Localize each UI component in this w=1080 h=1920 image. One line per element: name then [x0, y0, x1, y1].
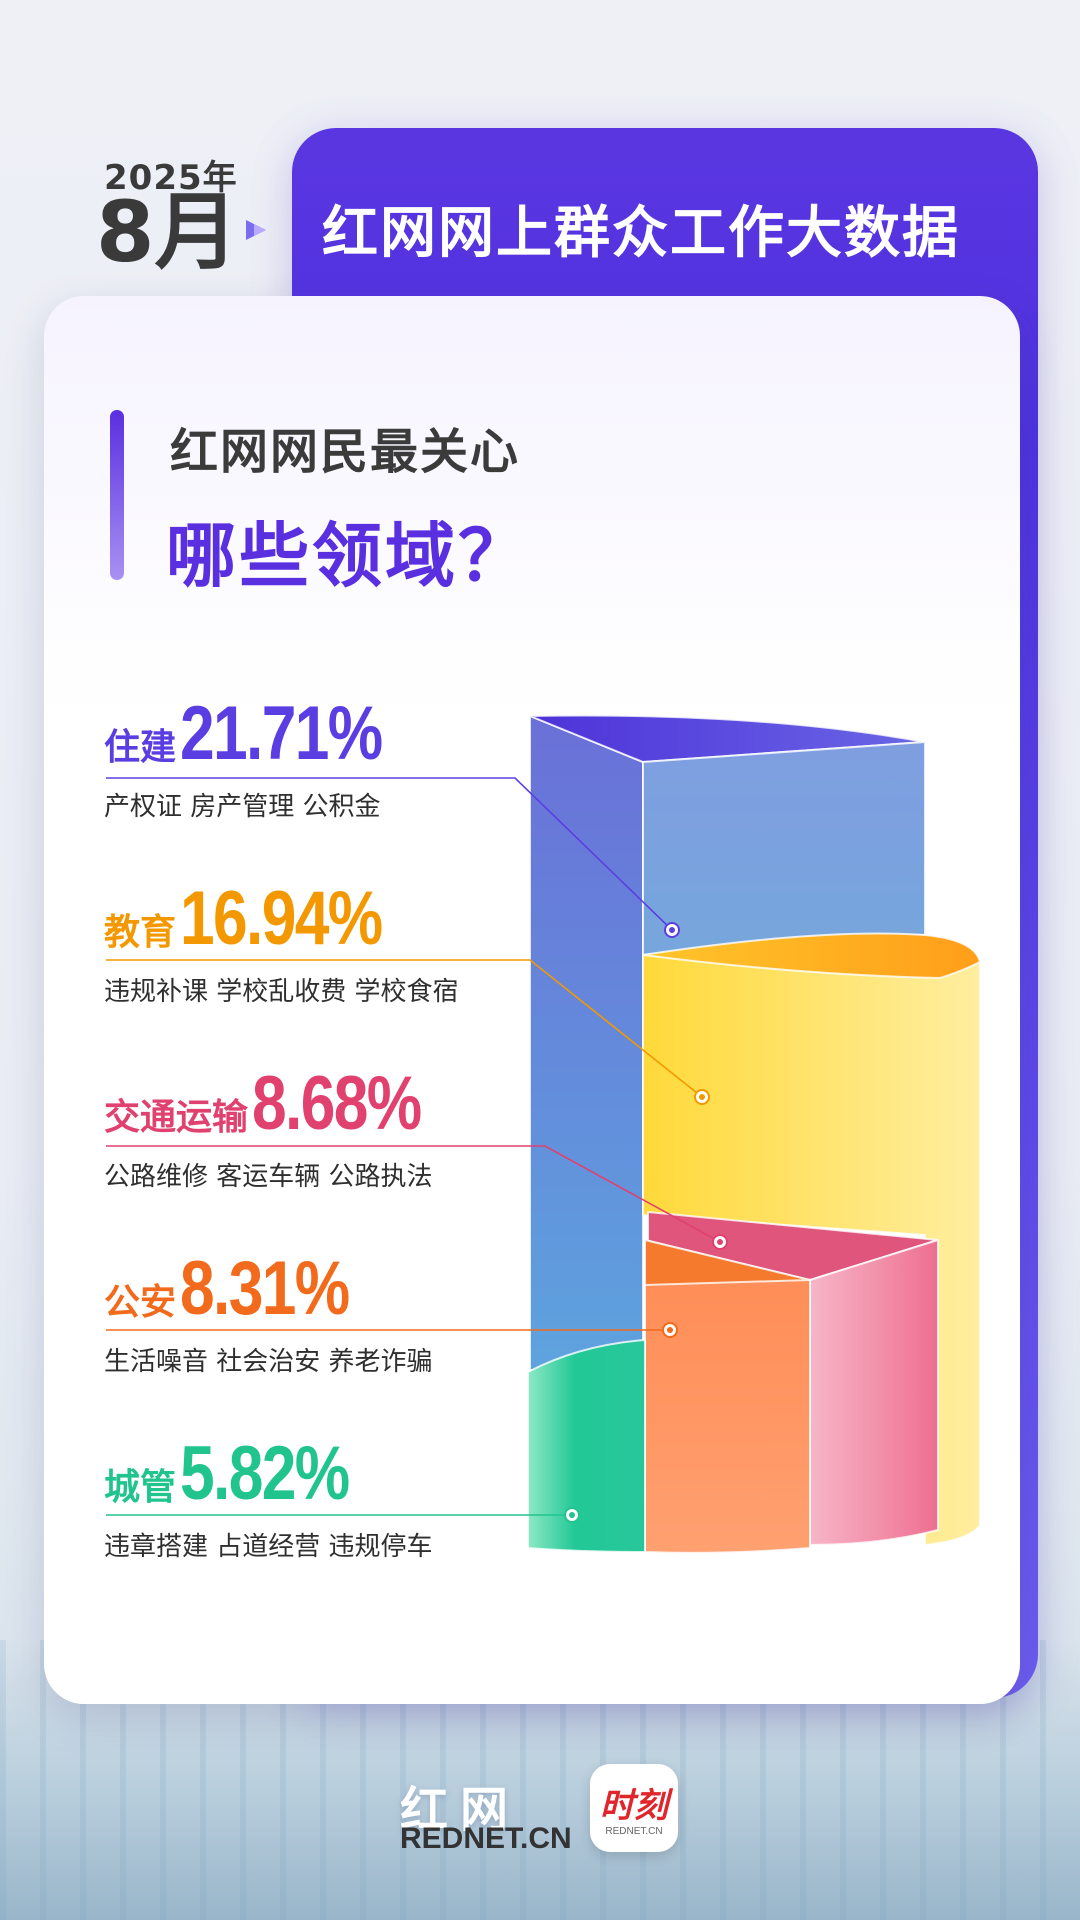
leader-dot-center: [667, 1327, 673, 1333]
category-name: 城管: [104, 1467, 177, 1508]
leader-dot-center: [699, 1094, 705, 1100]
rednet-url: REDNET.CN: [400, 1822, 572, 1855]
category-name: 交通运输: [104, 1097, 249, 1138]
category-topics: 违章搭建 占道经营 违规停车: [104, 1532, 433, 1562]
page-title: 红网网上群众工作大数据: [322, 201, 960, 266]
question-accent-bar: [110, 410, 124, 580]
category-percentage: 21.71%: [180, 691, 383, 776]
bar-chengguan-front: [527, 1338, 646, 1554]
bar-gongan-front: [644, 1238, 811, 1554]
category-topics: 公路维修 客运车辆 公路执法: [104, 1162, 433, 1192]
bar-gongan-top: [644, 1238, 811, 1287]
app-icon-url: REDNET.CN: [605, 1826, 663, 1837]
category-heading: 教育16.94%: [104, 875, 426, 962]
play-arrow-icon: [246, 220, 266, 240]
date-month: 8月: [96, 183, 239, 281]
category-percentage: 5.82%: [180, 1431, 350, 1516]
category-heading: 住建21.71%: [104, 690, 426, 777]
bar-jiaotong-front: [809, 1238, 939, 1547]
category-percentage: 8.68%: [252, 1061, 422, 1146]
date-year: 2025年: [104, 158, 238, 198]
category-heading: 公安8.31%: [104, 1245, 386, 1332]
app-icon-name: 时刻: [600, 1786, 668, 1826]
category-name: 教育: [104, 912, 177, 953]
leader-dot-center: [569, 1512, 575, 1518]
leader-line: [106, 1145, 721, 1243]
category-heading: 交通运输8.68%: [104, 1060, 458, 1147]
category-topics: 违规补课 学校乱收费 学校食宿: [104, 977, 459, 1007]
bar-jiaoyu-top: [642, 932, 982, 980]
leader-line: [106, 959, 703, 1098]
question-line1: 红网网民最关心: [170, 424, 521, 480]
leader-dot-center: [717, 1239, 723, 1245]
leader-dot-center: [669, 927, 675, 933]
category-heading: 城管5.82%: [104, 1430, 386, 1517]
bar-zhujian-front: [529, 714, 644, 1371]
question-line2: 哪些领域？: [166, 515, 531, 597]
category-topics: 生活噪音 社会治安 养老诈骗: [104, 1347, 433, 1377]
category-name: 住建: [104, 727, 177, 768]
category-name: 公安: [104, 1282, 177, 1323]
category-percentage: 16.94%: [180, 876, 383, 961]
category-topics: 产权证 房产管理 公积金: [104, 792, 381, 822]
category-percentage: 8.31%: [180, 1246, 350, 1331]
app-icon: 时刻 REDNET.CN: [590, 1764, 678, 1852]
bar-zhujian-side: [642, 740, 926, 957]
rednet-logo: 红网: [400, 1782, 521, 1838]
leader-line: [106, 777, 673, 931]
bar-zhujian-top: [529, 714, 926, 764]
